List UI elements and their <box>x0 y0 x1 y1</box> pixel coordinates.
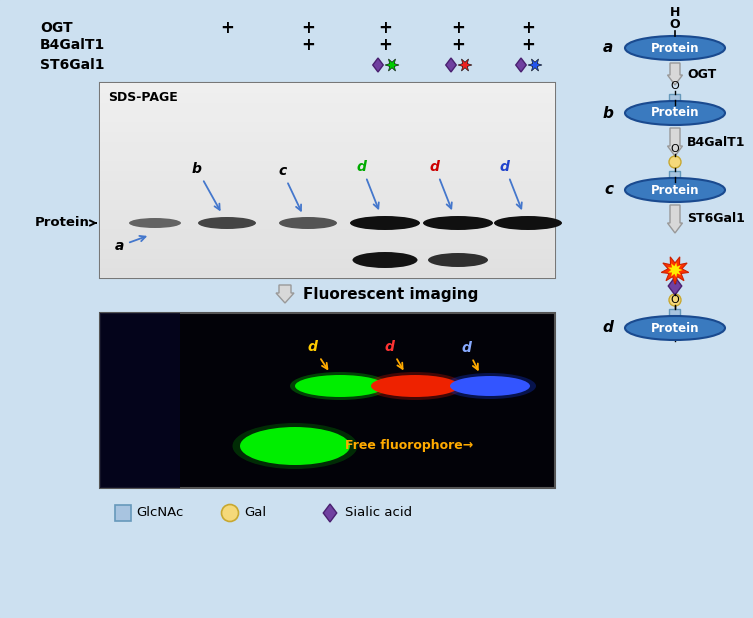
Ellipse shape <box>625 178 725 202</box>
FancyBboxPatch shape <box>100 200 555 210</box>
FancyBboxPatch shape <box>100 103 555 112</box>
Text: +: + <box>451 36 465 54</box>
Polygon shape <box>667 205 682 233</box>
Text: +: + <box>301 19 315 37</box>
Text: d: d <box>430 160 452 208</box>
Text: B4GalT1: B4GalT1 <box>687 135 745 148</box>
Text: c: c <box>278 164 301 211</box>
FancyBboxPatch shape <box>100 132 555 142</box>
Ellipse shape <box>129 218 181 228</box>
Text: +: + <box>451 19 465 37</box>
FancyBboxPatch shape <box>100 161 555 171</box>
Text: O: O <box>671 144 679 154</box>
FancyBboxPatch shape <box>100 112 555 122</box>
Ellipse shape <box>366 372 464 400</box>
FancyBboxPatch shape <box>100 83 555 278</box>
Polygon shape <box>528 59 542 71</box>
Ellipse shape <box>423 216 493 230</box>
Ellipse shape <box>279 217 337 229</box>
Text: Protein: Protein <box>651 184 700 197</box>
Text: +: + <box>378 36 392 54</box>
FancyBboxPatch shape <box>100 239 555 249</box>
Text: Fluorescent imaging: Fluorescent imaging <box>303 287 478 302</box>
Text: +: + <box>220 19 234 37</box>
Ellipse shape <box>494 216 562 230</box>
Text: Gal: Gal <box>244 507 266 520</box>
Polygon shape <box>446 58 456 72</box>
FancyBboxPatch shape <box>100 83 555 93</box>
Text: +: + <box>378 19 392 37</box>
Ellipse shape <box>428 253 488 267</box>
Polygon shape <box>385 59 399 71</box>
Text: d: d <box>462 341 478 370</box>
FancyBboxPatch shape <box>100 219 555 229</box>
Text: SDS-PAGE: SDS-PAGE <box>108 91 178 104</box>
FancyBboxPatch shape <box>100 190 555 200</box>
Text: a: a <box>115 236 145 253</box>
FancyBboxPatch shape <box>100 171 555 180</box>
Ellipse shape <box>352 252 417 268</box>
FancyBboxPatch shape <box>100 313 555 488</box>
Ellipse shape <box>240 427 350 465</box>
Polygon shape <box>668 263 683 277</box>
Text: d: d <box>500 160 522 208</box>
Ellipse shape <box>350 216 420 230</box>
Text: Free fluorophore→: Free fluorophore→ <box>345 439 473 452</box>
FancyBboxPatch shape <box>100 122 555 132</box>
Text: Sialic acid: Sialic acid <box>345 507 412 520</box>
FancyBboxPatch shape <box>100 258 555 268</box>
Text: c: c <box>604 182 613 198</box>
Text: Protein: Protein <box>651 41 700 54</box>
Polygon shape <box>276 285 294 303</box>
Text: O: O <box>671 295 679 305</box>
Ellipse shape <box>669 156 681 168</box>
Text: B4GalT1: B4GalT1 <box>40 38 105 52</box>
Ellipse shape <box>444 373 536 399</box>
Polygon shape <box>373 58 383 72</box>
Ellipse shape <box>371 375 459 397</box>
Text: Protein: Protein <box>651 321 700 334</box>
FancyBboxPatch shape <box>100 229 555 239</box>
FancyBboxPatch shape <box>100 151 555 161</box>
Text: +: + <box>521 36 535 54</box>
Text: +: + <box>301 36 315 54</box>
Polygon shape <box>516 58 526 72</box>
Text: H: H <box>670 7 680 20</box>
Text: d: d <box>357 160 379 208</box>
Text: ST6Gal1: ST6Gal1 <box>687 213 745 226</box>
Ellipse shape <box>290 372 390 400</box>
Text: OGT: OGT <box>40 21 72 35</box>
Polygon shape <box>667 63 682 85</box>
FancyBboxPatch shape <box>669 93 681 104</box>
Text: O: O <box>669 17 680 30</box>
Text: OGT: OGT <box>687 67 716 80</box>
Text: GlcNAc: GlcNAc <box>136 507 184 520</box>
FancyBboxPatch shape <box>100 210 555 219</box>
FancyBboxPatch shape <box>100 93 555 103</box>
Polygon shape <box>458 59 472 71</box>
FancyBboxPatch shape <box>100 268 555 278</box>
Polygon shape <box>667 128 682 156</box>
Ellipse shape <box>198 217 256 229</box>
FancyBboxPatch shape <box>669 171 681 182</box>
Text: a: a <box>602 41 613 56</box>
Ellipse shape <box>221 504 239 522</box>
Ellipse shape <box>450 376 530 396</box>
Ellipse shape <box>625 101 725 125</box>
FancyBboxPatch shape <box>100 249 555 258</box>
Polygon shape <box>323 504 337 522</box>
FancyBboxPatch shape <box>115 505 131 521</box>
FancyBboxPatch shape <box>100 142 555 151</box>
Text: Protein: Protein <box>651 106 700 119</box>
Text: b: b <box>192 162 220 210</box>
Ellipse shape <box>625 36 725 60</box>
Text: d: d <box>308 340 328 369</box>
Ellipse shape <box>669 294 681 306</box>
Text: b: b <box>602 106 613 121</box>
Polygon shape <box>668 277 681 295</box>
Text: ST6Gal1: ST6Gal1 <box>40 58 105 72</box>
Ellipse shape <box>233 423 358 469</box>
Text: d: d <box>602 321 613 336</box>
Text: d: d <box>385 340 403 369</box>
